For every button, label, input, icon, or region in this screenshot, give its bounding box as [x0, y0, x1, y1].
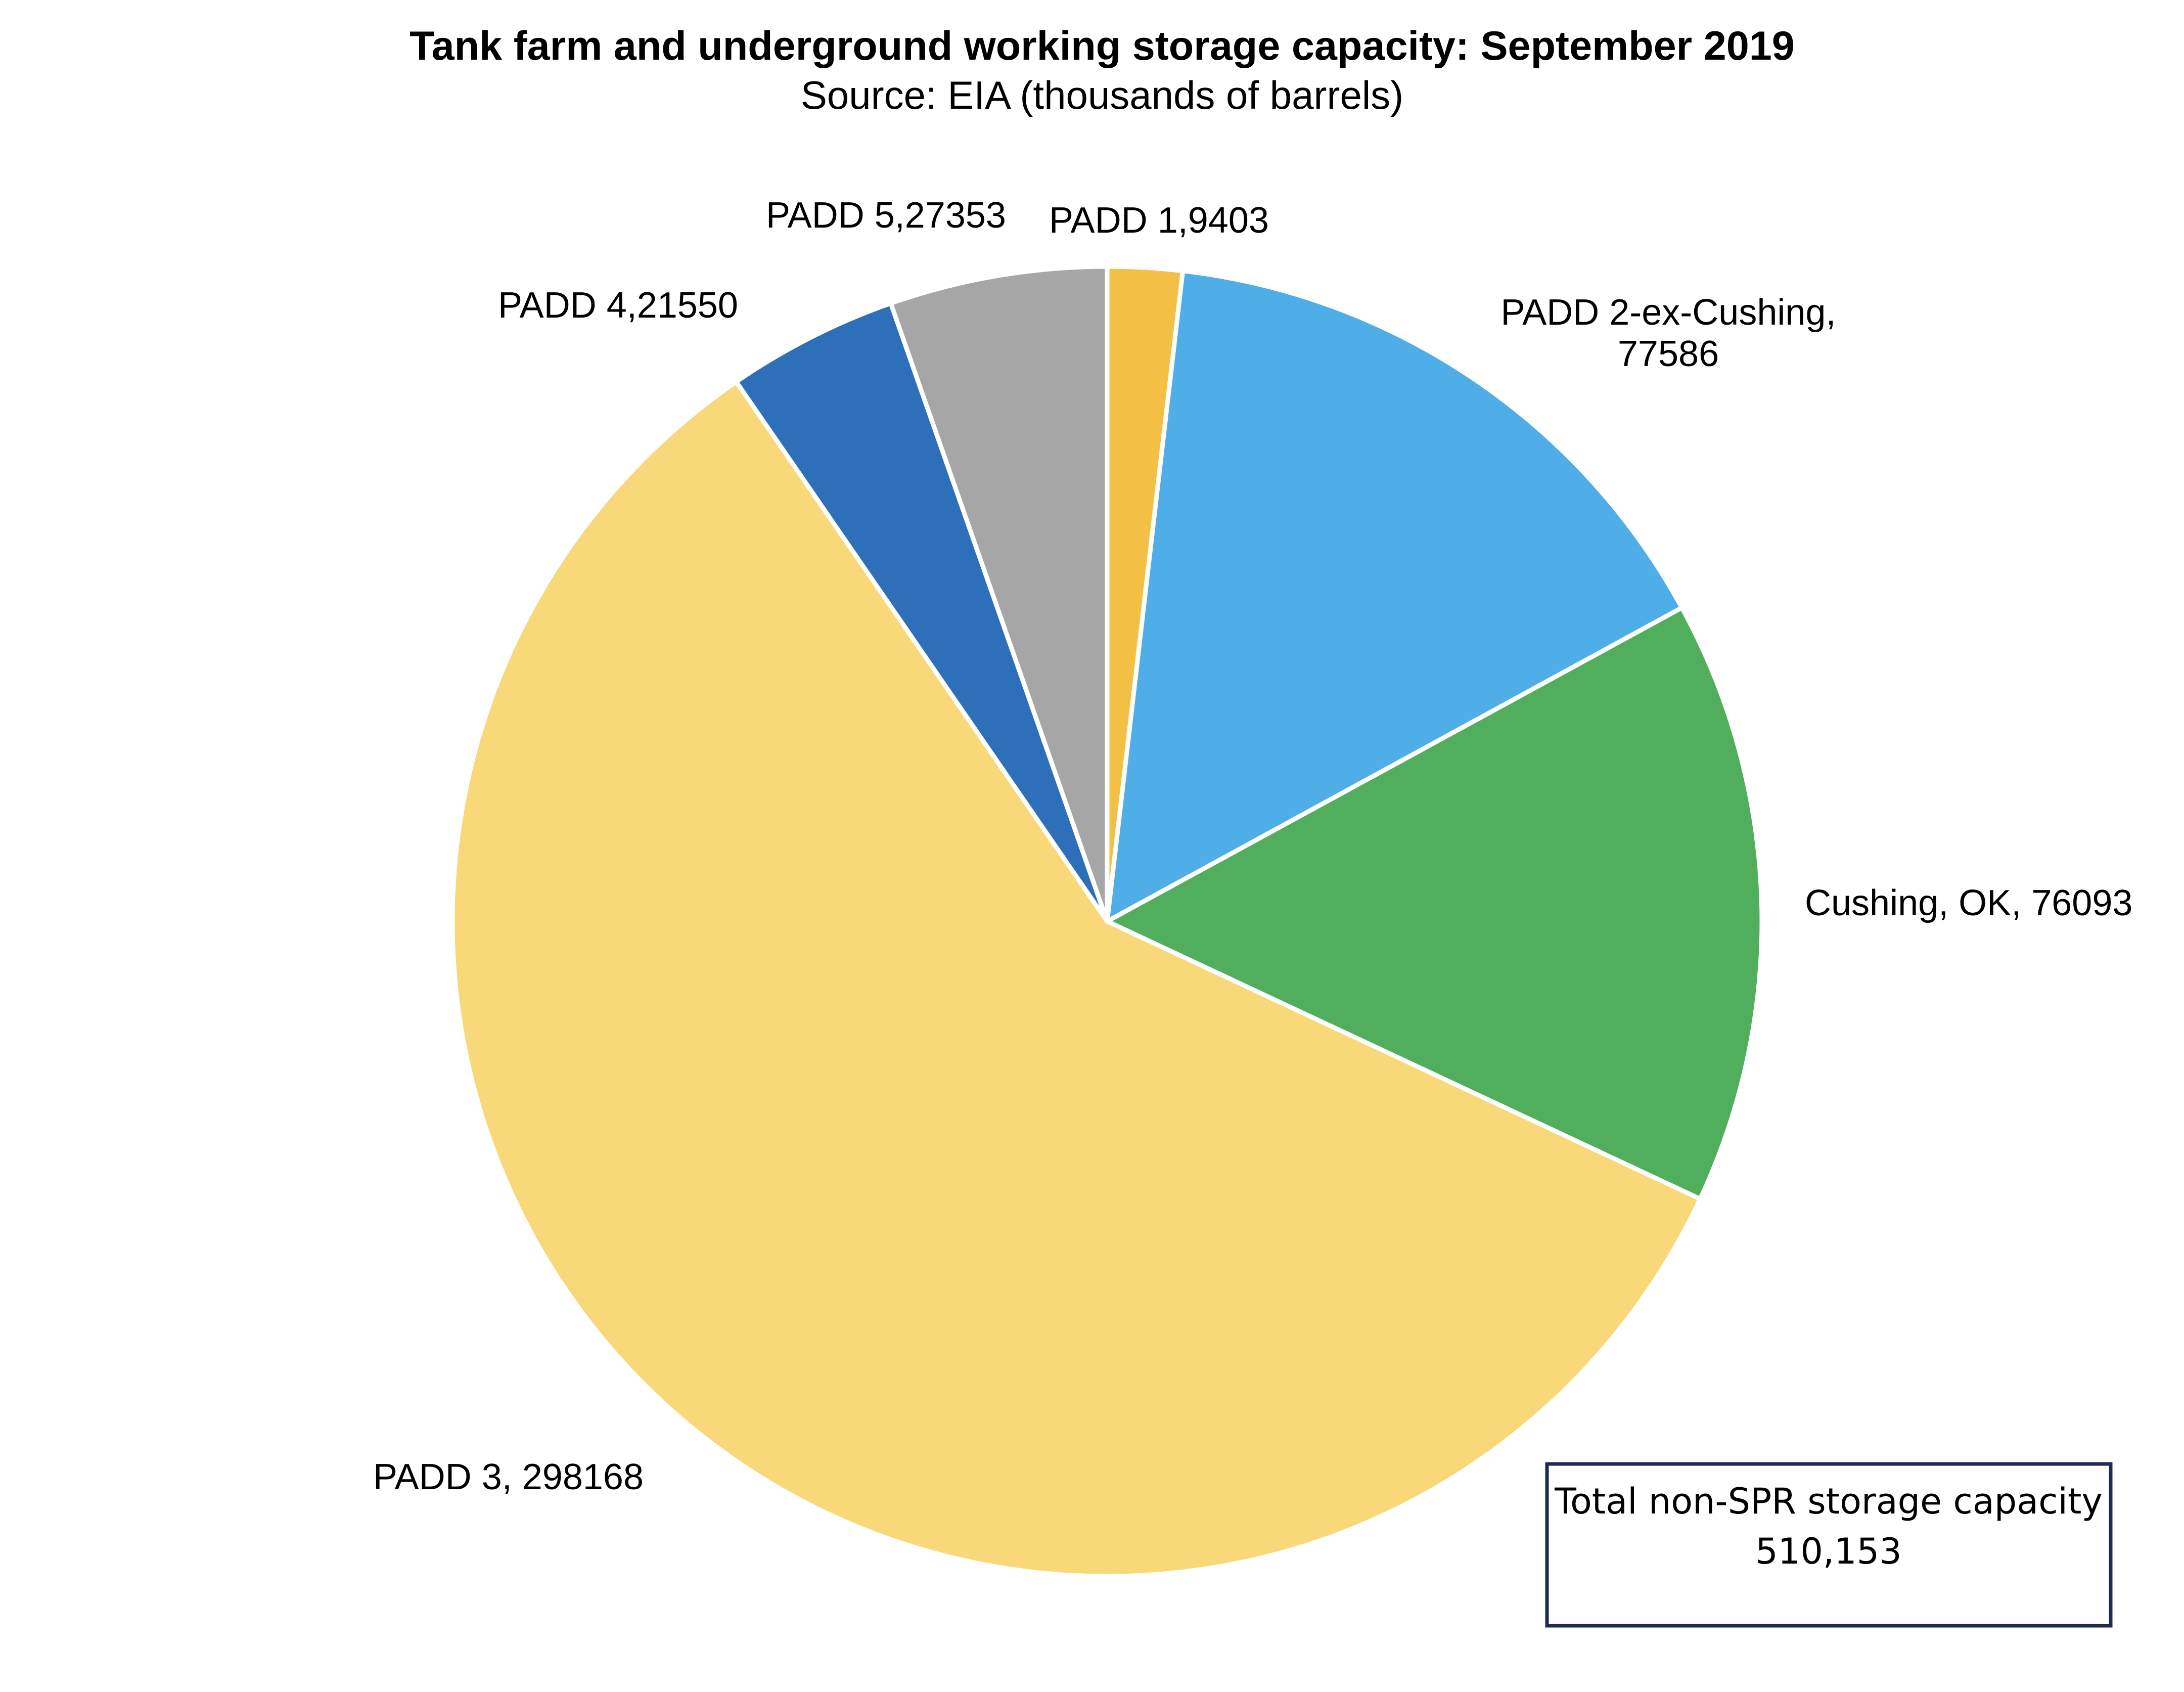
slice-padd-4 [734, 301, 1110, 924]
total-box-frame [1545, 1462, 2113, 1628]
pie-slices [450, 264, 1764, 1579]
slice-label-padd-5: PADD 5,27353 [766, 195, 1006, 236]
slice-padd-2-ex-cushing [1105, 269, 1685, 924]
slice-labels: PADD 1,9403 PADD 2-ex-Cushing, 77586 Cushin… [373, 195, 2132, 1497]
chart-title: Tank farm and underground working storag… [410, 23, 1795, 69]
chart-subtitle: Source: EIA (thousands of barrels) [801, 73, 1403, 117]
slice-label-padd-3: PADD 3, 298168 [373, 1457, 644, 1497]
total-capacity-box: Total non-SPR storage capacity 510,153 [1545, 1462, 2113, 1628]
slice-cushing-ok [1105, 605, 1764, 1201]
slice-label-padd-2-ex-cushing: PADD 2-ex-Cushing, 77586 [1501, 292, 1836, 374]
slice-label-padd-4: PADD 4,21550 [498, 285, 738, 326]
slice-label-cushing-ok: Cushing, OK, 76093 [1805, 883, 2132, 923]
slice-padd-3 [450, 379, 1703, 1579]
slice-label-padd-1: PADD 1,9403 [1049, 200, 1269, 241]
slice-padd-5 [888, 264, 1110, 924]
total-box-caption: Total non-SPR storage capacity [1554, 1481, 2103, 1522]
total-box-value: 510,153 [1755, 1531, 1901, 1572]
